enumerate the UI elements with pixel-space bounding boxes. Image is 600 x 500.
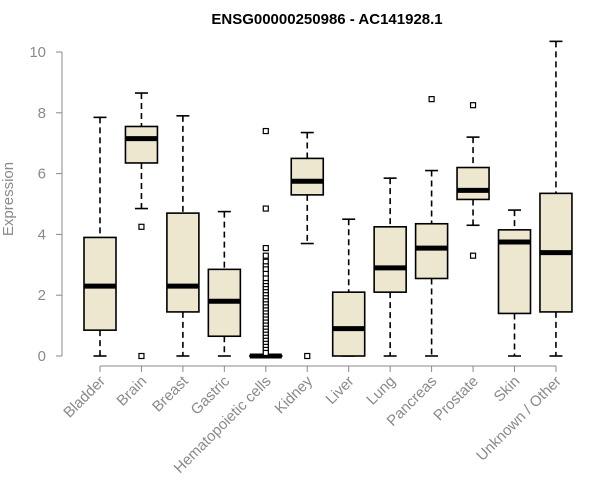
x-tick-label: Lung (363, 373, 399, 409)
box-brain (124, 92, 159, 360)
y-tick-label: 10 (29, 44, 46, 61)
box-iqr (414, 222, 449, 280)
outlier-point (138, 223, 145, 230)
x-tick-label: Skin (491, 373, 524, 406)
box-iqr (124, 125, 159, 164)
y-tick-label: 0 (38, 348, 46, 365)
box-hematopoietic-cells (249, 127, 283, 359)
box-iqr (166, 212, 200, 313)
box-iqr (290, 157, 325, 196)
outlier-point (469, 252, 477, 259)
box-prostate (456, 102, 490, 259)
x-tick-label: Kidney (272, 372, 317, 417)
box-bladder (83, 116, 117, 357)
box-lung (373, 177, 407, 357)
outlier-point (304, 352, 311, 360)
y-axis-ticks: 0 2 4 6 8 10 (29, 44, 62, 365)
outlier-point (262, 252, 269, 259)
box-liver (331, 218, 366, 357)
outlier-point (428, 96, 435, 103)
box-skin (497, 209, 532, 357)
box-breast (166, 115, 200, 357)
box-kidney (290, 131, 325, 360)
y-tick-label: 6 (38, 166, 46, 183)
y-tick-label: 8 (38, 105, 46, 122)
box-iqr (456, 166, 490, 201)
x-tick-label: Brain (113, 373, 150, 410)
x-tick-label: Prostate (430, 373, 482, 425)
x-tick-label: Bladder (60, 373, 109, 422)
y-tick-label: 2 (38, 287, 46, 304)
outlier-point (469, 102, 477, 109)
x-tick-label: Breast (149, 372, 192, 415)
outlier-point (262, 349, 269, 357)
boxes (83, 40, 573, 360)
y-axis-label: Expression (0, 162, 17, 236)
box-unknown-other (539, 40, 573, 357)
outlier-point (262, 127, 269, 135)
outlier-point (262, 205, 269, 212)
y-tick-label: 4 (38, 226, 46, 243)
box-iqr (373, 226, 407, 293)
chart-title: ENSG00000250986 - AC141928.1 (211, 11, 442, 28)
box-iqr (331, 291, 366, 357)
box-pancreas (414, 96, 449, 357)
outlier-point (138, 352, 145, 360)
outlier-point (262, 244, 269, 252)
box-gastric (207, 210, 242, 357)
x-tick-label: Liver (323, 373, 358, 408)
